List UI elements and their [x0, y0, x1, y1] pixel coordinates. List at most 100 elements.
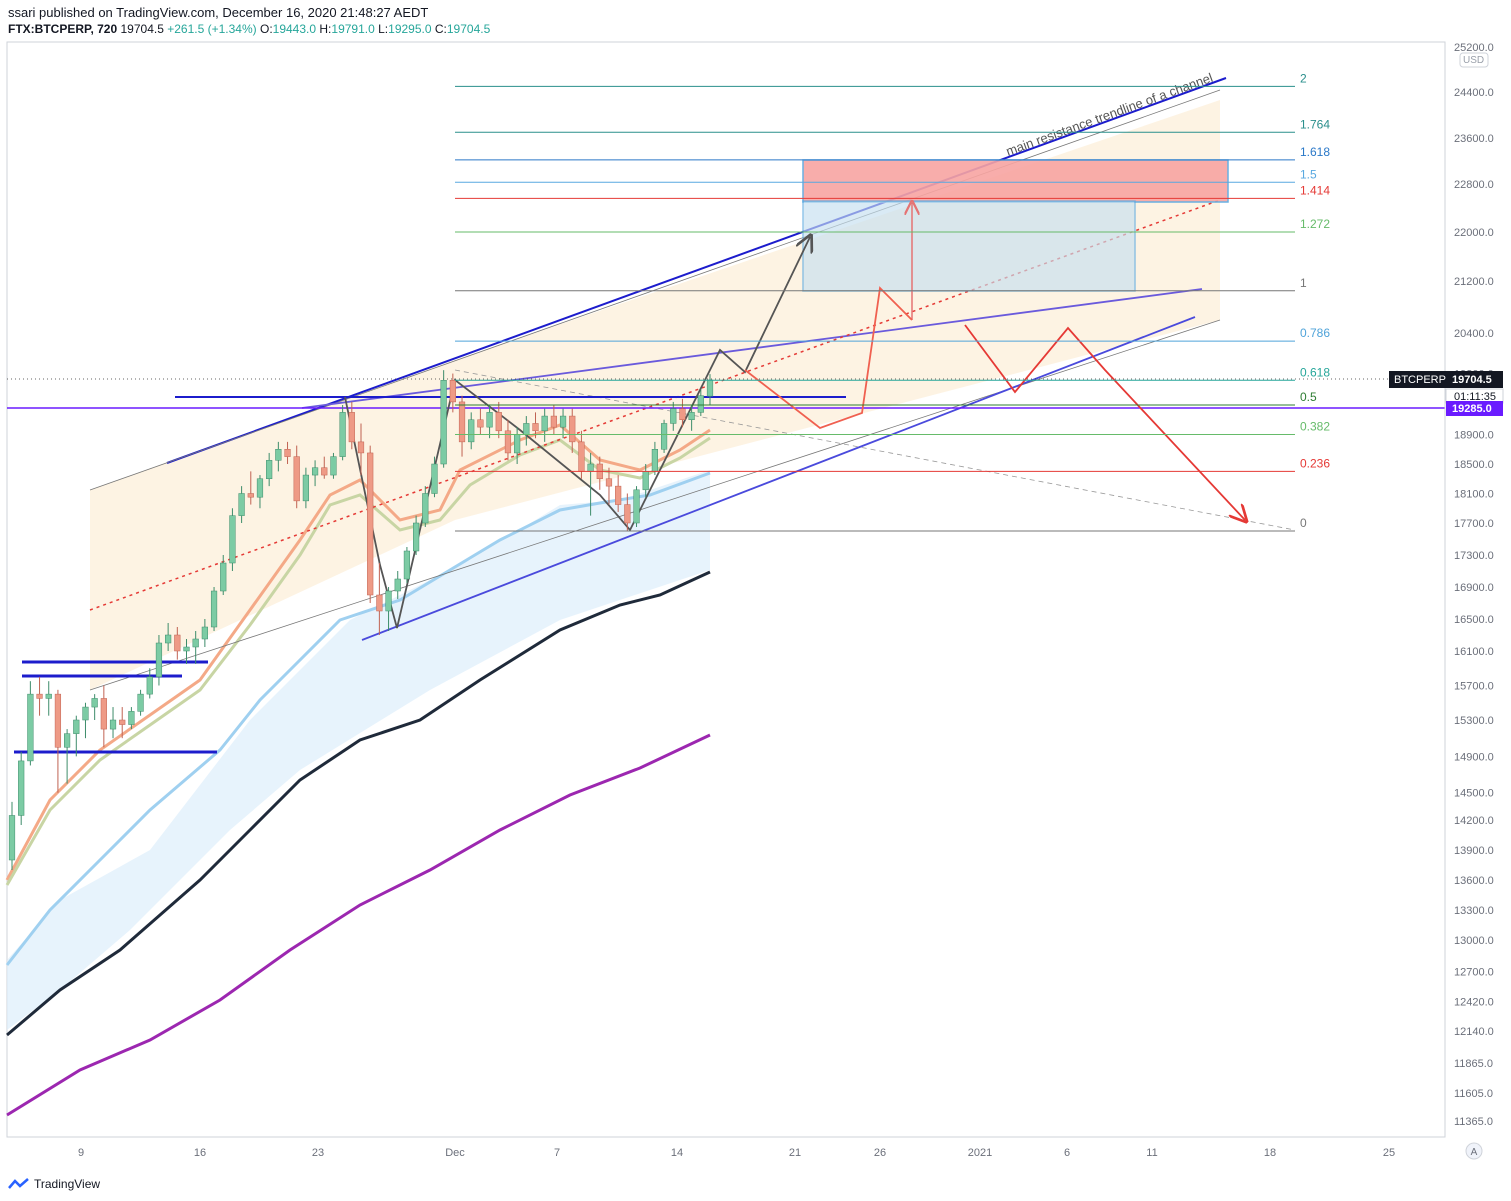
candle-body — [477, 419, 484, 428]
candle-body — [449, 380, 456, 403]
candle-body — [293, 456, 300, 502]
currency-label: USD — [1463, 55, 1484, 66]
tradingview-brand: TradingView — [34, 1177, 101, 1191]
y-tick-label: 13300.0 — [1454, 905, 1494, 917]
price-tag-bg — [1446, 371, 1503, 388]
candle-body — [247, 493, 254, 498]
fib-label: 0 — [1300, 516, 1307, 530]
low-value: 19295.0 — [388, 22, 432, 36]
fib-label: 0.382 — [1300, 420, 1330, 434]
candle-body — [550, 415, 557, 428]
x-tick-label: 25 — [1383, 1147, 1395, 1159]
symbol-label: FTX:BTCPERP, 720 — [8, 22, 118, 36]
fib-label: 1.618 — [1300, 145, 1330, 159]
y-tick-label: 25200.0 — [1454, 42, 1494, 54]
open-value: 19443.0 — [272, 22, 317, 36]
candle-body — [275, 449, 282, 461]
x-tick-label: 11 — [1146, 1147, 1157, 1159]
symbol-tag-bg — [1389, 371, 1449, 388]
candle-body — [119, 719, 126, 725]
candle-body — [8, 815, 16, 861]
resistance-trendline — [166, 77, 1227, 464]
fib-label: 1.272 — [1300, 217, 1330, 231]
y-tick-label: 22800.0 — [1454, 179, 1494, 191]
fib-label: 1.414 — [1300, 183, 1330, 197]
candle-body — [633, 489, 640, 524]
candle-body — [615, 485, 622, 505]
x-tick-label: Dec — [445, 1147, 465, 1159]
y-tick-label: 15300.0 — [1454, 715, 1494, 727]
fib-label: 0.236 — [1300, 456, 1330, 470]
candle-body — [73, 719, 80, 734]
x-tick-label: 26 — [874, 1147, 886, 1159]
price-change: +261.5 (+1.34%) — [167, 22, 257, 36]
y-tick-label: 18900.0 — [1454, 430, 1494, 442]
y-tick-label: 13900.0 — [1454, 845, 1494, 857]
candle-body — [468, 419, 475, 443]
candle-body — [45, 693, 52, 699]
y-tick-label: 14900.0 — [1454, 751, 1494, 763]
ma-mid-line — [5, 471, 711, 966]
candle-body — [348, 412, 355, 443]
y-tick-label: 16500.0 — [1454, 614, 1494, 626]
fib-label: 1 — [1300, 276, 1307, 290]
candle-body — [64, 733, 71, 748]
x-tick-label: 16 — [194, 1147, 206, 1159]
ma-200-line — [6, 570, 711, 1037]
candle-body — [523, 423, 530, 435]
bullish-scenario-path — [744, 286, 913, 430]
high-value: 19791.0 — [331, 22, 375, 36]
x-tick-label: 7 — [554, 1147, 560, 1159]
candle-body — [605, 478, 613, 487]
y-tick-label: 22000.0 — [1454, 227, 1494, 239]
candle-body — [440, 380, 447, 465]
tradingview-footer[interactable]: TradingView — [8, 1177, 100, 1191]
candle-body — [642, 471, 649, 491]
level-tag: 19285.0 — [1452, 403, 1492, 415]
fib-label: 0.5 — [1300, 390, 1317, 404]
candle-body — [385, 590, 392, 612]
dashed-projection — [454, 369, 1296, 531]
candle-body — [220, 562, 227, 592]
candle-body — [321, 467, 328, 476]
y-tick-label: 14200.0 — [1454, 815, 1494, 827]
y-tick-label: 12420.0 — [1454, 996, 1494, 1008]
last-price: 19704.5 — [120, 22, 164, 36]
candle-body — [311, 467, 319, 476]
candle-body — [403, 550, 411, 580]
y-tick-label: 11605.0 — [1454, 1088, 1493, 1100]
open-label: O: — [259, 22, 273, 36]
support-trendline — [361, 316, 1196, 641]
candle-body — [413, 522, 420, 552]
auto-scale-glyph: A — [1471, 1147, 1478, 1158]
candle-body — [128, 711, 135, 725]
candle-body — [27, 693, 34, 762]
y-tick-label: 23600.0 — [1454, 133, 1494, 145]
candle-body — [91, 698, 98, 708]
candle-body — [183, 646, 190, 652]
candle-body — [559, 415, 567, 428]
candle-body — [697, 395, 704, 413]
x-tick-label: 18 — [1264, 1147, 1276, 1159]
y-axis-panel — [1445, 42, 1511, 1137]
candle-body — [284, 449, 291, 457]
x-tick-label: 23 — [312, 1147, 324, 1159]
candle-body — [394, 578, 401, 592]
high-label: H: — [319, 22, 332, 36]
y-tick-label: 11365.0 — [1454, 1116, 1493, 1128]
candle-body — [165, 634, 172, 644]
low-label: L: — [378, 22, 389, 36]
candle-body — [706, 379, 714, 397]
candle-body — [541, 415, 548, 432]
y-tick-label: 24400.0 — [1454, 87, 1494, 99]
fib-label: 0.786 — [1300, 326, 1330, 340]
tradingview-logo-icon — [8, 1178, 30, 1190]
candle-body — [155, 642, 163, 678]
candle-body — [256, 478, 264, 498]
candle-body — [266, 460, 273, 479]
y-tick-label: 21200.0 — [1454, 276, 1494, 288]
candle-body — [688, 412, 695, 420]
symbol-tag: BTCPERP — [1394, 374, 1446, 386]
x-tick-label: 9 — [78, 1147, 84, 1159]
